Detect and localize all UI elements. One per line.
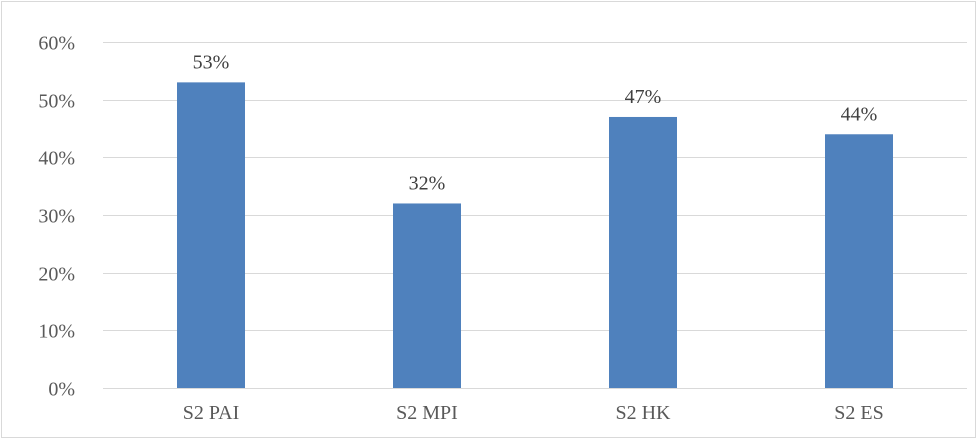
y-tick-label: 10% <box>38 321 75 343</box>
x-tick-label: S2 HK <box>615 402 671 424</box>
y-tick-label: 20% <box>38 264 75 286</box>
data-label: 32% <box>409 172 446 194</box>
y-tick-label: 0% <box>48 379 75 401</box>
bars <box>177 82 893 388</box>
bar <box>825 134 893 388</box>
x-tick-label: S2 MPI <box>396 402 458 424</box>
bar <box>393 203 461 388</box>
data-labels: 53% 32% 47% 44% <box>193 51 878 194</box>
x-tick-label: S2 ES <box>834 402 883 424</box>
y-axis-ticks: 0% 10% 20% 30% 40% 50% 60% <box>38 33 75 401</box>
y-tick-label: 50% <box>38 91 75 113</box>
bar <box>177 82 245 388</box>
data-label: 44% <box>841 103 878 125</box>
y-tick-label: 60% <box>38 33 75 55</box>
x-axis-ticks: S2 PAI S2 MPI S2 HK S2 ES <box>183 402 884 424</box>
bar <box>609 116 677 388</box>
data-label: 53% <box>193 51 230 73</box>
gridlines <box>103 42 967 389</box>
y-tick-label: 30% <box>38 206 75 228</box>
data-label: 47% <box>625 86 662 108</box>
x-tick-label: S2 PAI <box>183 402 240 424</box>
y-tick-label: 40% <box>38 148 75 170</box>
